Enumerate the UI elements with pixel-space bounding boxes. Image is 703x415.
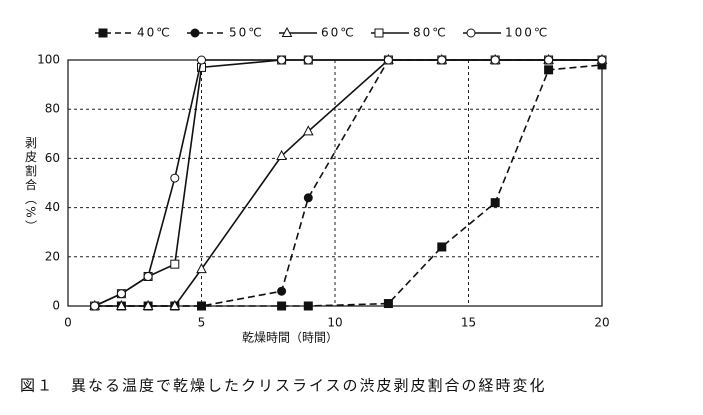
y-axis-label: 剥皮割合（%） <box>24 136 38 234</box>
y-tick-label: 60 <box>45 151 60 165</box>
marker <box>169 299 181 310</box>
marker <box>437 55 447 65</box>
marker <box>116 299 127 310</box>
caption: 図１ 異なる温度で乾燥したクリスライスの渋皮剥皮割合の経時変化 <box>20 377 547 395</box>
x-tick-label: 10 <box>327 316 342 330</box>
x-tick-label: 0 <box>64 316 72 330</box>
marker <box>490 198 500 208</box>
marker <box>544 55 554 65</box>
marker <box>90 301 100 311</box>
marker <box>544 65 554 75</box>
marker <box>383 55 393 65</box>
legend-label: 100℃ <box>505 26 549 40</box>
marker <box>374 28 384 38</box>
marker <box>197 55 206 65</box>
marker <box>437 242 447 252</box>
marker <box>190 28 200 38</box>
y-tick-label: 100 <box>37 53 60 67</box>
x-tick-label: 5 <box>198 316 206 330</box>
marker <box>170 259 180 269</box>
marker <box>490 55 500 65</box>
marker <box>276 149 287 160</box>
y-tick-label: 20 <box>45 249 60 263</box>
marker <box>383 299 393 309</box>
marker <box>277 301 287 311</box>
x-tick-label: 15 <box>461 316 476 330</box>
x-axis-label: 乾燥時間（時間） <box>242 331 338 345</box>
marker <box>303 301 313 311</box>
x-tick-label: 20 <box>594 316 609 330</box>
legend-label: 50℃ <box>229 26 264 40</box>
marker <box>170 173 180 183</box>
marker <box>197 301 206 311</box>
legend-label: 60℃ <box>321 26 356 40</box>
y-tick-label: 40 <box>45 200 60 214</box>
marker <box>143 271 153 281</box>
series-line <box>94 59 602 307</box>
y-tick-label: 0 <box>52 299 60 313</box>
legend-label: 40℃ <box>137 26 172 40</box>
series-line <box>94 59 602 307</box>
series-line <box>94 64 603 307</box>
marker <box>466 28 476 38</box>
y-tick-label: 80 <box>45 102 60 116</box>
marker <box>302 125 314 136</box>
marker <box>98 28 108 38</box>
marker <box>277 55 287 65</box>
marker <box>281 26 293 37</box>
marker <box>597 55 607 65</box>
marker <box>116 289 126 299</box>
marker <box>277 286 287 296</box>
series-line <box>94 59 602 307</box>
legend-label: 80℃ <box>413 26 448 40</box>
marker <box>196 263 207 274</box>
series-line <box>94 59 602 307</box>
marker <box>303 55 313 65</box>
marker <box>142 299 154 310</box>
marker <box>303 193 313 203</box>
